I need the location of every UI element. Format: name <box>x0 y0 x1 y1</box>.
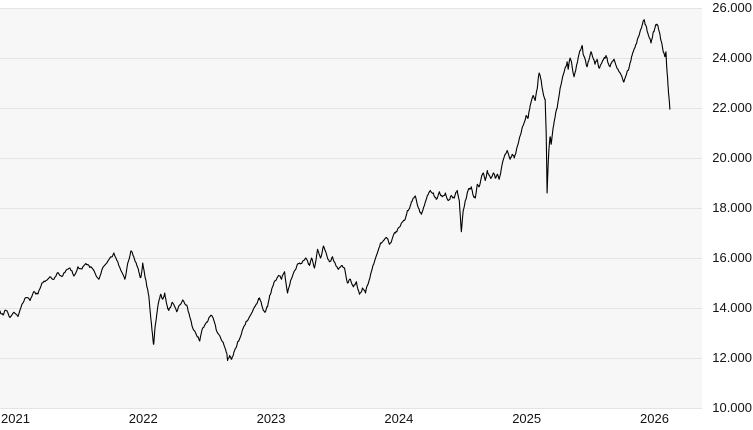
y-axis-label: 20.000 <box>712 150 752 165</box>
x-axis-label: 2025 <box>512 411 542 426</box>
x-axis-label: 2021 <box>1 411 30 426</box>
x-axis-label: 2022 <box>128 411 158 426</box>
y-axis-label: 22.000 <box>712 100 752 115</box>
price-line <box>0 19 671 362</box>
y-axis-label: 16.000 <box>712 250 752 265</box>
x-axis-label: 2023 <box>256 411 286 426</box>
x-axis-label: 2026 <box>640 411 669 426</box>
y-axis-label: 26.000 <box>712 0 752 15</box>
x-axis-label: 2024 <box>384 411 414 426</box>
y-axis-label: 24.000 <box>712 50 752 65</box>
y-axis-label: 14.000 <box>712 300 752 315</box>
y-axis-label: 12.000 <box>712 350 752 365</box>
y-axis-label: 18.000 <box>712 200 752 215</box>
y-axis-label: 10.000 <box>712 400 752 415</box>
